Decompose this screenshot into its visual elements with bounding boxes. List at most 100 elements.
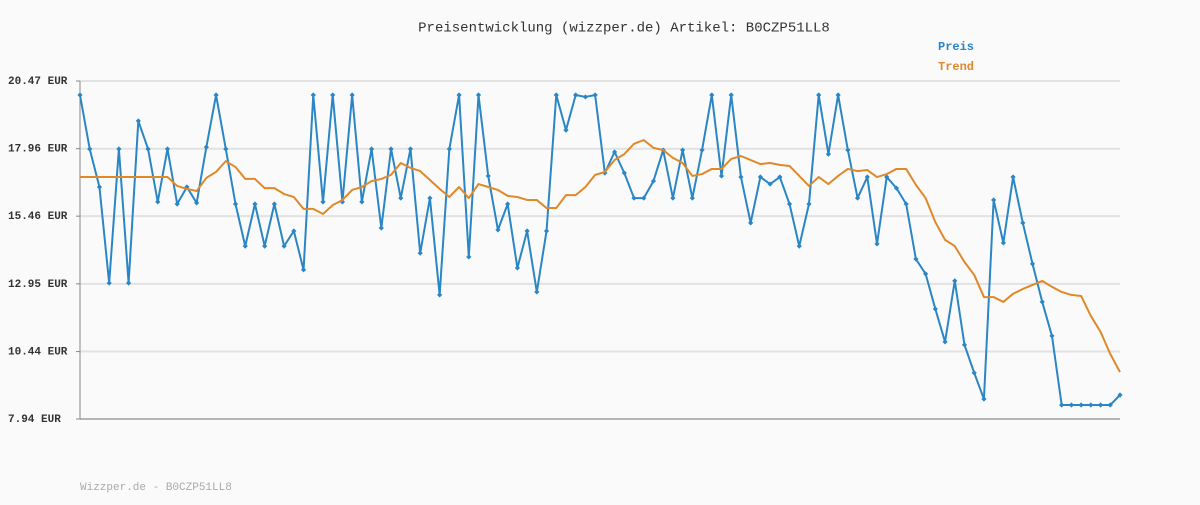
data-point xyxy=(407,146,414,152)
data-point xyxy=(1020,220,1026,226)
data-point xyxy=(806,201,812,207)
data-point xyxy=(194,200,200,206)
y-tick-label: 10.44 EUR xyxy=(8,346,68,358)
data-point xyxy=(223,146,229,152)
data-point xyxy=(77,92,83,98)
data-point xyxy=(524,228,530,234)
y-tick-label: 17.96 EUR xyxy=(8,144,68,156)
data-point xyxy=(1097,402,1104,408)
data-point xyxy=(1039,299,1045,305)
data-point xyxy=(1049,333,1055,339)
data-point xyxy=(446,146,452,152)
data-point xyxy=(816,92,822,98)
data-point xyxy=(961,342,968,348)
legend-entry: Preis xyxy=(938,40,974,54)
data-point xyxy=(893,185,900,191)
data-point xyxy=(349,92,355,98)
data-point xyxy=(563,127,569,133)
data-point xyxy=(738,174,744,180)
data-point xyxy=(1059,402,1065,408)
data-point xyxy=(213,92,219,98)
data-point xyxy=(631,195,637,201)
series-line xyxy=(79,94,1121,406)
data-point xyxy=(699,147,705,153)
data-point xyxy=(1010,174,1016,180)
data-point xyxy=(310,92,316,98)
data-point xyxy=(1117,392,1123,398)
legend-entry: Trend xyxy=(938,60,974,74)
data-point xyxy=(913,256,919,262)
data-point xyxy=(874,241,880,247)
data-point xyxy=(475,92,482,98)
data-point xyxy=(398,195,404,201)
series-line xyxy=(80,139,1121,373)
data-point xyxy=(291,228,297,234)
data-point xyxy=(456,92,462,98)
data-point xyxy=(650,178,657,184)
data-point xyxy=(495,227,501,233)
data-point xyxy=(106,280,112,286)
data-point xyxy=(339,199,346,205)
data-point xyxy=(203,144,209,150)
data-point xyxy=(573,92,579,98)
data-point xyxy=(1107,402,1113,408)
data-point xyxy=(514,265,520,271)
data-point xyxy=(854,195,861,201)
data-point xyxy=(845,147,851,153)
data-point xyxy=(1000,240,1006,246)
data-point xyxy=(835,92,841,98)
data-point xyxy=(728,92,734,98)
data-point xyxy=(271,201,277,207)
data-point xyxy=(670,195,676,201)
data-point xyxy=(135,118,141,124)
y-tick-label: 12.95 EUR xyxy=(8,279,68,291)
data-point xyxy=(942,339,948,345)
data-point xyxy=(417,250,423,256)
data-point xyxy=(252,201,258,207)
y-tick-label: 15.46 EUR xyxy=(8,211,68,223)
data-point xyxy=(485,173,491,179)
data-point xyxy=(427,195,433,201)
data-point xyxy=(689,195,695,201)
data-point xyxy=(1068,402,1075,408)
data-point xyxy=(932,306,938,312)
data-point xyxy=(748,220,754,226)
data-point xyxy=(368,146,375,152)
data-point xyxy=(330,92,336,98)
data-point xyxy=(952,278,958,284)
data-point xyxy=(155,199,161,205)
chart-title: Preisentwicklung (wizzper.de) Artikel: B… xyxy=(418,21,830,37)
data-point xyxy=(388,146,394,152)
data-point xyxy=(125,280,132,286)
data-point xyxy=(1088,402,1094,408)
data-point xyxy=(981,396,987,402)
data-point xyxy=(378,225,384,231)
data-point xyxy=(543,228,550,234)
data-point xyxy=(718,173,725,179)
data-point xyxy=(116,146,122,152)
data-point xyxy=(767,181,773,187)
data-point xyxy=(923,271,929,277)
data-point xyxy=(437,292,443,298)
data-point xyxy=(592,92,598,98)
footer: Wizzper.de - B0CZP51LL8 xyxy=(80,482,232,494)
data-point xyxy=(553,92,559,98)
data-point xyxy=(796,243,802,249)
data-point xyxy=(320,199,326,205)
data-point xyxy=(825,151,832,157)
y-tick-label: 20.47 EUR xyxy=(8,76,68,88)
data-point xyxy=(903,201,909,207)
data-point xyxy=(582,94,589,100)
data-point xyxy=(757,174,763,180)
data-point xyxy=(300,267,307,273)
data-point xyxy=(505,201,511,207)
data-point xyxy=(611,149,618,155)
data-point xyxy=(359,199,365,205)
data-point xyxy=(164,146,171,152)
data-point xyxy=(777,174,783,180)
data-point xyxy=(242,243,248,249)
data-point xyxy=(971,370,977,376)
